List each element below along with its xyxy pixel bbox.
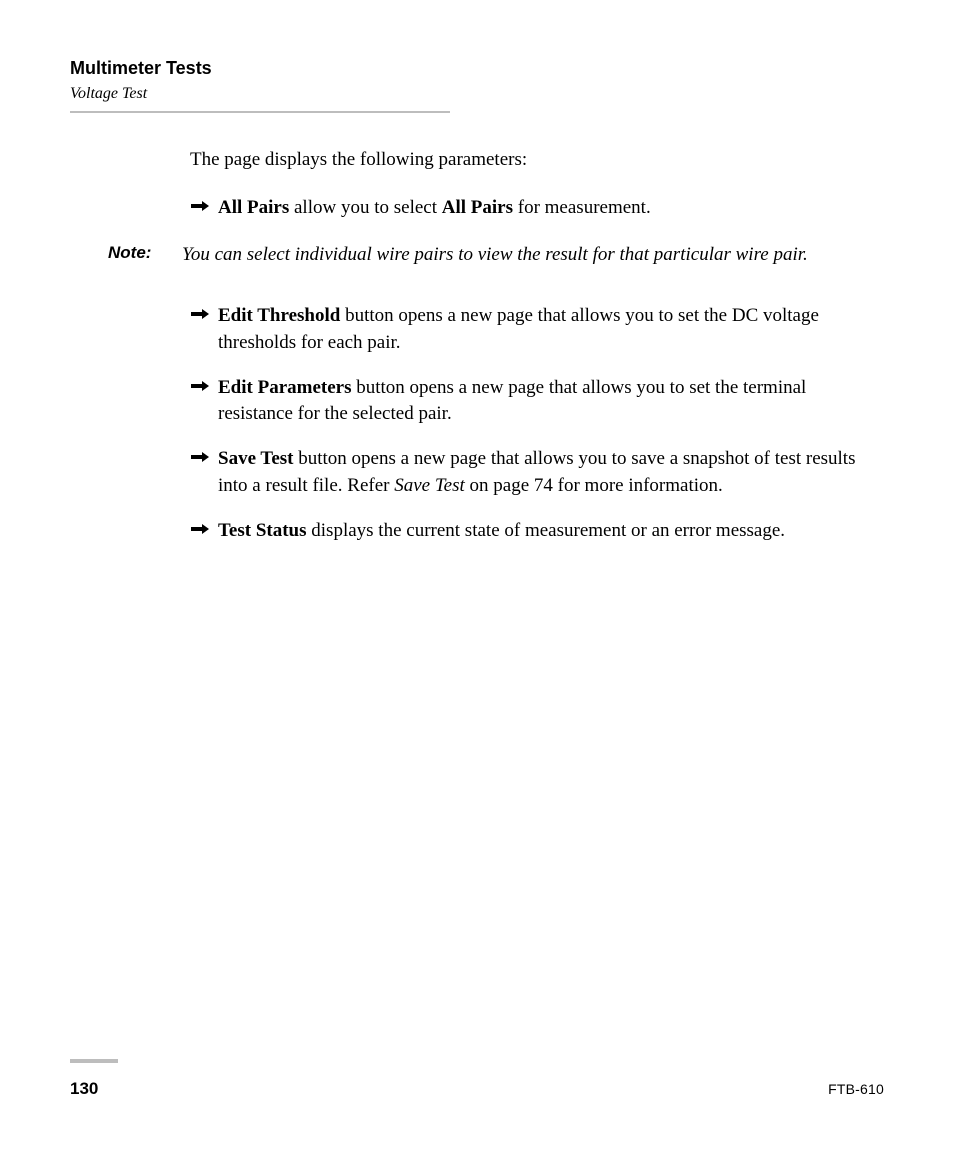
footer-row: 130 FTB-610	[70, 1079, 884, 1099]
footer-rule	[70, 1059, 118, 1063]
bullet-item: Edit Parameters button opens a new page …	[190, 375, 876, 429]
arrow-bullet-icon	[190, 446, 218, 463]
page-footer: 130 FTB-610	[70, 1079, 884, 1099]
section-title: Voltage Test	[70, 85, 884, 103]
bullet-term: Edit Threshold	[218, 305, 340, 326]
bullet-term: All Pairs	[442, 197, 513, 218]
arrow-bullet-icon	[190, 303, 218, 320]
arrow-bullet-icon	[190, 518, 218, 535]
bullet-item: Edit Threshold button opens a new page t…	[190, 303, 876, 357]
page-header: Multimeter Tests Voltage Test	[70, 58, 884, 113]
note-text: You can select individual wire pairs to …	[182, 242, 878, 269]
bullet-item: Save Test button opens a new page that a…	[190, 446, 876, 500]
bullet-item: All Pairs allow you to select All Pairs …	[190, 195, 876, 222]
page-number: 130	[70, 1079, 98, 1099]
bullet-text: All Pairs allow you to select All Pairs …	[218, 195, 876, 222]
bullet-text: Save Test button opens a new page that a…	[218, 446, 876, 500]
bullet-text: Edit Threshold button opens a new page t…	[218, 303, 876, 357]
bullet-term: All Pairs	[218, 197, 289, 218]
bullet-term: Test Status	[218, 520, 307, 541]
bullet-item: Test Status displays the current state o…	[190, 518, 876, 545]
bullet-term: Save Test	[218, 448, 294, 469]
body-content: Edit Threshold button opens a new page t…	[70, 303, 884, 546]
intro-paragraph: The page displays the following paramete…	[190, 147, 876, 173]
header-rule	[70, 111, 450, 113]
note-block: Note: You can select individual wire pai…	[70, 242, 884, 269]
body-content: The page displays the following paramete…	[70, 147, 884, 222]
bullet-text: Test Status displays the current state o…	[218, 518, 876, 545]
chapter-title: Multimeter Tests	[70, 58, 884, 79]
arrow-bullet-icon	[190, 375, 218, 392]
italic-reference: Save Test	[394, 475, 465, 496]
document-id: FTB-610	[828, 1081, 884, 1097]
page: Multimeter Tests Voltage Test The page d…	[0, 0, 954, 1159]
note-label: Note:	[108, 242, 182, 263]
arrow-bullet-icon	[190, 195, 218, 212]
bullet-term: Edit Parameters	[218, 377, 351, 398]
bullet-text: Edit Parameters button opens a new page …	[218, 375, 876, 429]
